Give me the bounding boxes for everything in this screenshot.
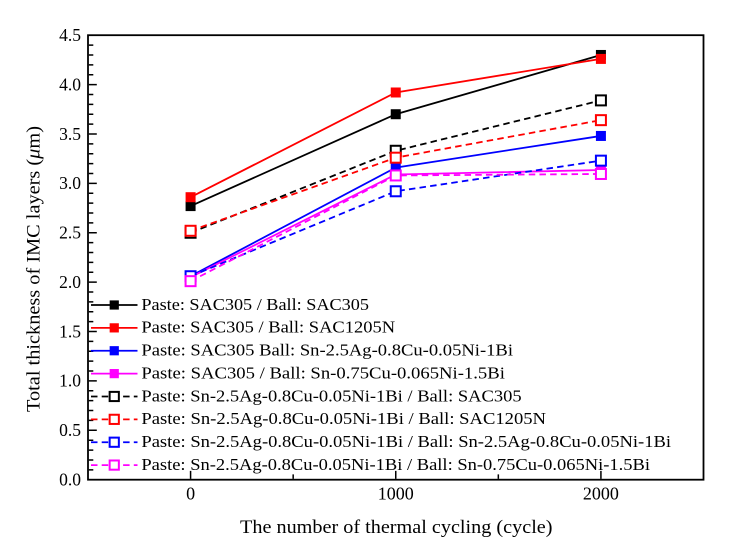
svg-text:Paste: Sn-2.5Ag-0.8Cu-0.05Ni-1: Paste: Sn-2.5Ag-0.8Cu-0.05Ni-1Bi / Ball:… (141, 386, 521, 405)
svg-text:Paste: SAC305 / Ball: SAC1205N: Paste: SAC305 / Ball: SAC1205N (141, 318, 395, 337)
svg-text:Paste: Sn-2.5Ag-0.8Cu-0.05Ni-1: Paste: Sn-2.5Ag-0.8Cu-0.05Ni-1Bi / Ball:… (141, 409, 546, 428)
svg-text:Paste: SAC305 / Ball: Sn-0.75C: Paste: SAC305 / Ball: Sn-0.75Cu-0.065Ni-… (141, 363, 505, 382)
svg-text:Paste: Sn-2.5Ag-0.8Cu-0.05Ni-1: Paste: Sn-2.5Ag-0.8Cu-0.05Ni-1Bi / Ball:… (141, 432, 671, 451)
svg-text:1000: 1000 (378, 484, 414, 504)
svg-text:0.0: 0.0 (59, 470, 81, 490)
svg-text:2000: 2000 (583, 484, 619, 504)
svg-text:3.5: 3.5 (59, 124, 81, 144)
svg-text:Total thickness of IMC layers: Total thickness of IMC layers (μm) (25, 126, 45, 412)
svg-text:Paste: Sn-2.5Ag-0.8Cu-0.05Ni-1: Paste: Sn-2.5Ag-0.8Cu-0.05Ni-1Bi / Ball:… (141, 455, 650, 474)
svg-text:1.5: 1.5 (59, 321, 81, 341)
svg-text:0.5: 0.5 (59, 420, 81, 440)
svg-text:Paste: SAC305 / Ball: SAC305: Paste: SAC305 / Ball: SAC305 (141, 295, 369, 314)
svg-text:4.0: 4.0 (59, 74, 81, 94)
svg-text:2.5: 2.5 (59, 223, 81, 243)
svg-text:4.5: 4.5 (59, 25, 81, 45)
svg-text:1.0: 1.0 (59, 371, 81, 391)
svg-text:The number of thermal cycling: The number of thermal cycling (cycle) (240, 518, 553, 538)
svg-text:Paste: SAC305 Ball: Sn-2.5Ag-0: Paste: SAC305 Ball: Sn-2.5Ag-0.8Cu-0.05N… (141, 341, 513, 360)
svg-text:2.0: 2.0 (59, 272, 81, 292)
svg-text:0: 0 (186, 484, 195, 504)
svg-text:3.0: 3.0 (59, 173, 81, 193)
